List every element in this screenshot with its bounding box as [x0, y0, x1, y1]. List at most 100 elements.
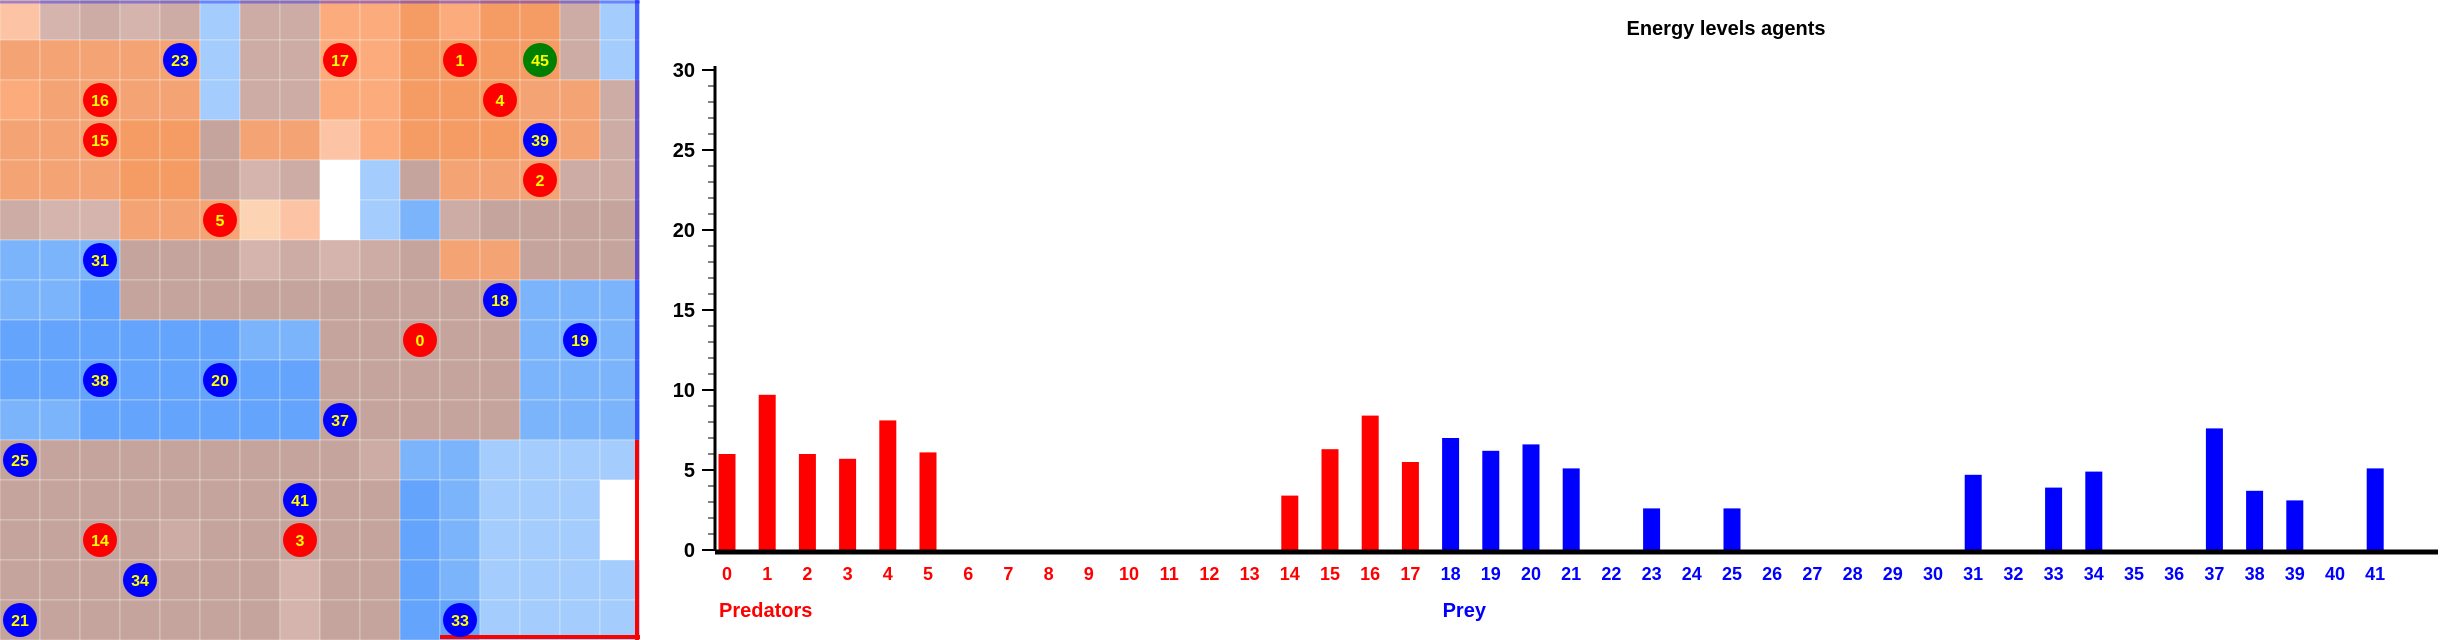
- legend-entry: Prey: [1443, 600, 1487, 622]
- bar: [2366, 468, 2384, 550]
- x-tick-label: 34: [2084, 564, 2104, 584]
- grid-cell: [159, 319, 201, 361]
- grid-cell: [239, 279, 281, 321]
- grid-cell: [39, 0, 81, 41]
- grid-cell: [119, 479, 161, 521]
- grid-cell: [359, 239, 401, 281]
- grid-cell: [519, 439, 561, 481]
- grid-cell: [239, 559, 281, 601]
- grid-cell: [439, 119, 481, 161]
- grid-cell: [599, 479, 640, 521]
- grid-cell: [0, 39, 41, 81]
- grid-cell: [79, 399, 121, 441]
- grid-cell: [0, 279, 41, 321]
- x-tick-label: 21: [1561, 564, 1581, 584]
- agent-marker: 0: [403, 323, 437, 357]
- grid-cell: [119, 159, 161, 201]
- grid-cell: [479, 199, 521, 241]
- x-tick-label: 35: [2124, 564, 2144, 584]
- agent-marker: 20: [203, 363, 237, 397]
- grid-cell: [0, 79, 41, 121]
- agent-circle: [123, 563, 157, 597]
- agent-circle: [403, 323, 437, 357]
- x-tick-label: 12: [1199, 564, 1219, 584]
- agent-marker: 34: [123, 563, 157, 597]
- grid-cell: [359, 399, 401, 441]
- bar: [1562, 468, 1580, 550]
- x-tick-label: 4: [883, 564, 893, 584]
- grid-cell: [199, 239, 241, 281]
- bar: [758, 394, 776, 550]
- grid-cell: [239, 199, 281, 241]
- grid-cell: [0, 359, 41, 401]
- grid-cell: [119, 399, 161, 441]
- agent-circle: [483, 83, 517, 117]
- agent-circle: [83, 83, 117, 117]
- grid-cell: [159, 199, 201, 241]
- bar: [1442, 438, 1460, 550]
- grid-cell: [319, 0, 361, 41]
- grid-cell: [399, 399, 441, 441]
- agent-marker: 37: [323, 403, 357, 437]
- grid-cell: [0, 479, 41, 521]
- x-tick-label: 11: [1160, 564, 1179, 584]
- agent-circle: [523, 43, 557, 77]
- agent-marker: 3: [283, 523, 317, 557]
- bar: [919, 452, 937, 550]
- grid-cell: [279, 359, 321, 401]
- grid-cell: [39, 239, 81, 281]
- grid-cell: [359, 599, 401, 640]
- x-tick-label: 16: [1360, 564, 1380, 584]
- grid-cell: [199, 479, 241, 521]
- grid-cell: [199, 439, 241, 481]
- agent-label: 25: [11, 453, 29, 470]
- x-tick-label: 33: [2044, 564, 2064, 584]
- grid-cell: [159, 119, 201, 161]
- grid-cell: [399, 79, 441, 121]
- x-tick-label: 9: [1084, 564, 1094, 584]
- bar: [839, 458, 857, 550]
- grid-cell: [599, 119, 640, 161]
- grid-cell: [119, 79, 161, 121]
- grid-cell: [479, 319, 521, 361]
- agent-marker: 16: [83, 83, 117, 117]
- agent-label: 34: [131, 573, 149, 590]
- x-tick-label: 32: [2003, 564, 2023, 584]
- agent-label: 3: [296, 533, 305, 550]
- grid-cell: [39, 39, 81, 81]
- x-tick-label: 0: [722, 564, 732, 584]
- grid-cell: [479, 39, 521, 81]
- agent-marker: 23: [163, 43, 197, 77]
- grid-cell: [79, 439, 121, 481]
- x-tick-label: 10: [1119, 564, 1139, 584]
- agent-circle: [563, 323, 597, 357]
- agent-label: 1: [456, 53, 465, 70]
- grid-cell: [319, 559, 361, 601]
- grid-cell: [199, 519, 241, 561]
- y-tick-label: 5: [684, 460, 695, 482]
- x-tick-label: 1: [762, 564, 772, 584]
- grid-cell: [359, 79, 401, 121]
- agent-label: 20: [211, 373, 229, 390]
- grid-cell: [479, 359, 521, 401]
- x-tick-label: 22: [1601, 564, 1621, 584]
- grid-cell: [559, 0, 601, 41]
- bar: [1361, 415, 1379, 550]
- grid-cell: [199, 559, 241, 601]
- grid-cell: [439, 79, 481, 121]
- grid-cell: [199, 319, 241, 361]
- agent-label: 17: [331, 53, 349, 70]
- grid-cell: [559, 519, 601, 561]
- x-tick-label: 13: [1240, 564, 1260, 584]
- agent-marker: 14: [83, 523, 117, 557]
- grid-cell: [599, 79, 640, 121]
- grid-cell: [479, 399, 521, 441]
- agent-label: 4: [496, 93, 505, 110]
- agent-label: 5: [216, 213, 225, 230]
- grid-cell: [279, 559, 321, 601]
- grid-cell: [519, 479, 561, 521]
- grid-cell: [79, 199, 121, 241]
- grid-cell: [279, 199, 321, 241]
- grid-cell: [159, 439, 201, 481]
- grid-cell: [399, 519, 441, 561]
